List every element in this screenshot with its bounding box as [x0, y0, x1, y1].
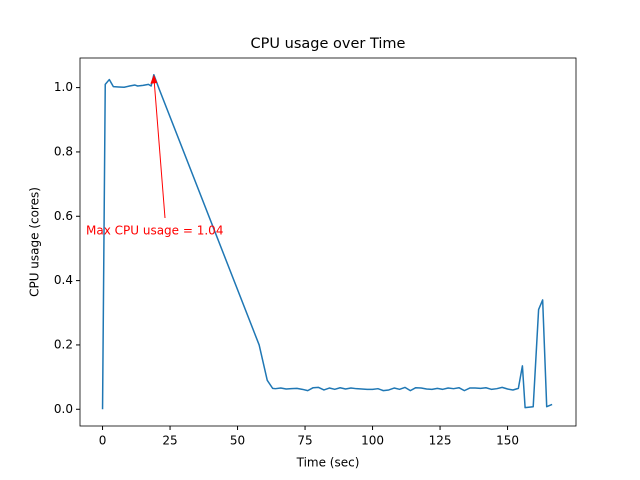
- y-tick-label: 0.4: [54, 273, 73, 287]
- y-axis-label: CPU usage (cores): [28, 187, 42, 297]
- chart-title: CPU usage over Time: [251, 36, 406, 52]
- plot-frame: [79, 57, 577, 427]
- annotation-text: Max CPU usage = 1.04: [86, 224, 223, 238]
- x-tick-label: 0: [99, 434, 107, 448]
- x-tick-label: 50: [230, 434, 245, 448]
- x-tick-label: 150: [496, 434, 519, 448]
- line-series: [101, 73, 553, 410]
- annotation-arrowhead: [150, 74, 158, 84]
- y-tick-label: 0.0: [54, 402, 73, 416]
- x-axis-label: Time (sec): [296, 456, 360, 470]
- x-tick-label: 25: [162, 434, 177, 448]
- y-tick-label: 0.6: [54, 209, 73, 223]
- annotation-arrow: [153, 76, 166, 219]
- x-tick-label: 75: [297, 434, 312, 448]
- x-tick-label: 125: [429, 434, 452, 448]
- x-tick-label: 100: [361, 434, 384, 448]
- y-tick-label: 0.8: [54, 144, 73, 158]
- y-tick-label: 1.0: [54, 80, 73, 94]
- y-tick-label: 0.2: [54, 337, 73, 351]
